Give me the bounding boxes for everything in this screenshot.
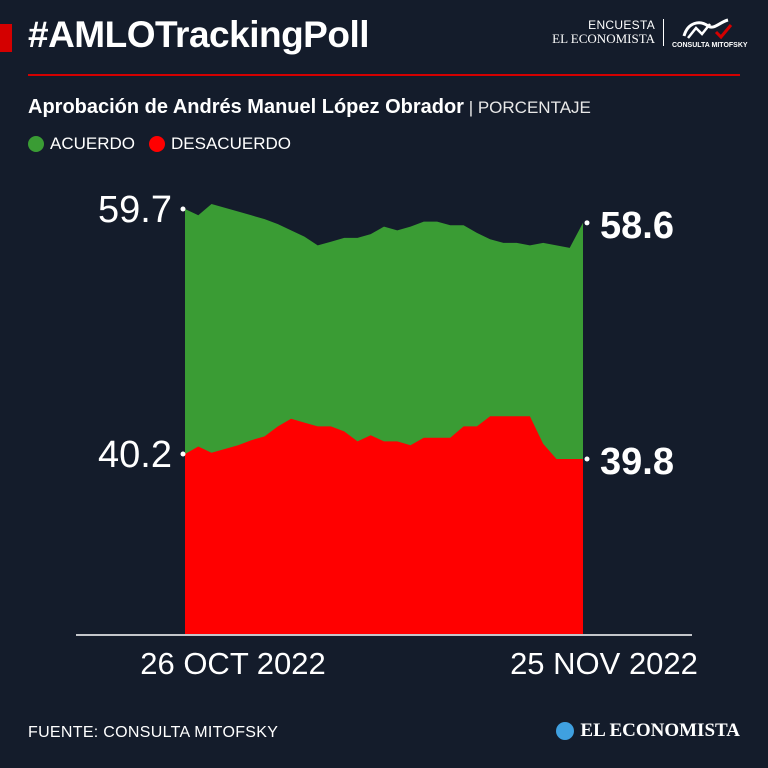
legend-dot-acuerdo (28, 136, 44, 152)
end-value-label-1: 39.8 (600, 441, 674, 483)
chart-legend: ACUERDO DESACUERDO (28, 134, 305, 154)
mitofsky-emblem-icon (682, 18, 733, 40)
source-note: FUENTE: CONSULTA MITOFSKY (28, 724, 279, 741)
legend-label-desacuerdo: DESACUERDO (171, 134, 291, 153)
mitofsky-logo-text: CONSULTA MITOFSKY (672, 42, 748, 49)
legend-item-acuerdo: ACUERDO (28, 134, 135, 154)
y-tick-label-1: 40.2 (98, 434, 172, 476)
brand-line2: EL ECONOMISTA (552, 30, 655, 46)
subtitle-main: Aprobación de Andrés Manuel López Obrado… (28, 96, 464, 118)
hashtag-title: #AMLOTrackingPoll (28, 14, 370, 55)
end-dot-0 (584, 220, 590, 226)
end-dot-1 (584, 456, 590, 462)
chart-subtitle: Aprobación de Andrés Manuel López Obrado… (28, 96, 591, 119)
footer-logo-text: EL ECONOMISTA (580, 720, 740, 741)
series-area-desacuerdo (185, 416, 583, 634)
end-value-label-0: 58.6 (600, 205, 674, 247)
subtitle-unit: PORCENTAJE (477, 98, 591, 117)
brand-line1: ENCUESTA (588, 17, 655, 32)
legend-dot-desacuerdo (149, 136, 166, 152)
brand-text: ENCUESTA EL ECONOMISTA (552, 17, 664, 47)
legend-label-acuerdo: ACUERDO (50, 134, 136, 153)
subtitle-separator: | (463, 98, 478, 117)
brand-block: ENCUESTA EL ECONOMISTA CONSULTA MITOFSKY (552, 16, 748, 49)
footer-logo: EL ECONOMISTA (556, 720, 740, 742)
legend-item-desacuerdo: DESACUERDO (149, 134, 291, 154)
mitofsky-logo: CONSULTA MITOFSKY (672, 16, 748, 49)
y-tick-label-0: 59.7 (98, 189, 172, 231)
x-end-label: 25 NOV 2022 (510, 646, 698, 681)
y-tick-dot-0 (180, 206, 186, 212)
el-economista-icon (556, 722, 575, 740)
x-start-label: 26 OCT 2022 (140, 646, 326, 681)
accent-bar (0, 24, 12, 52)
y-tick-dot-1 (180, 451, 186, 457)
header-rule (28, 74, 740, 76)
